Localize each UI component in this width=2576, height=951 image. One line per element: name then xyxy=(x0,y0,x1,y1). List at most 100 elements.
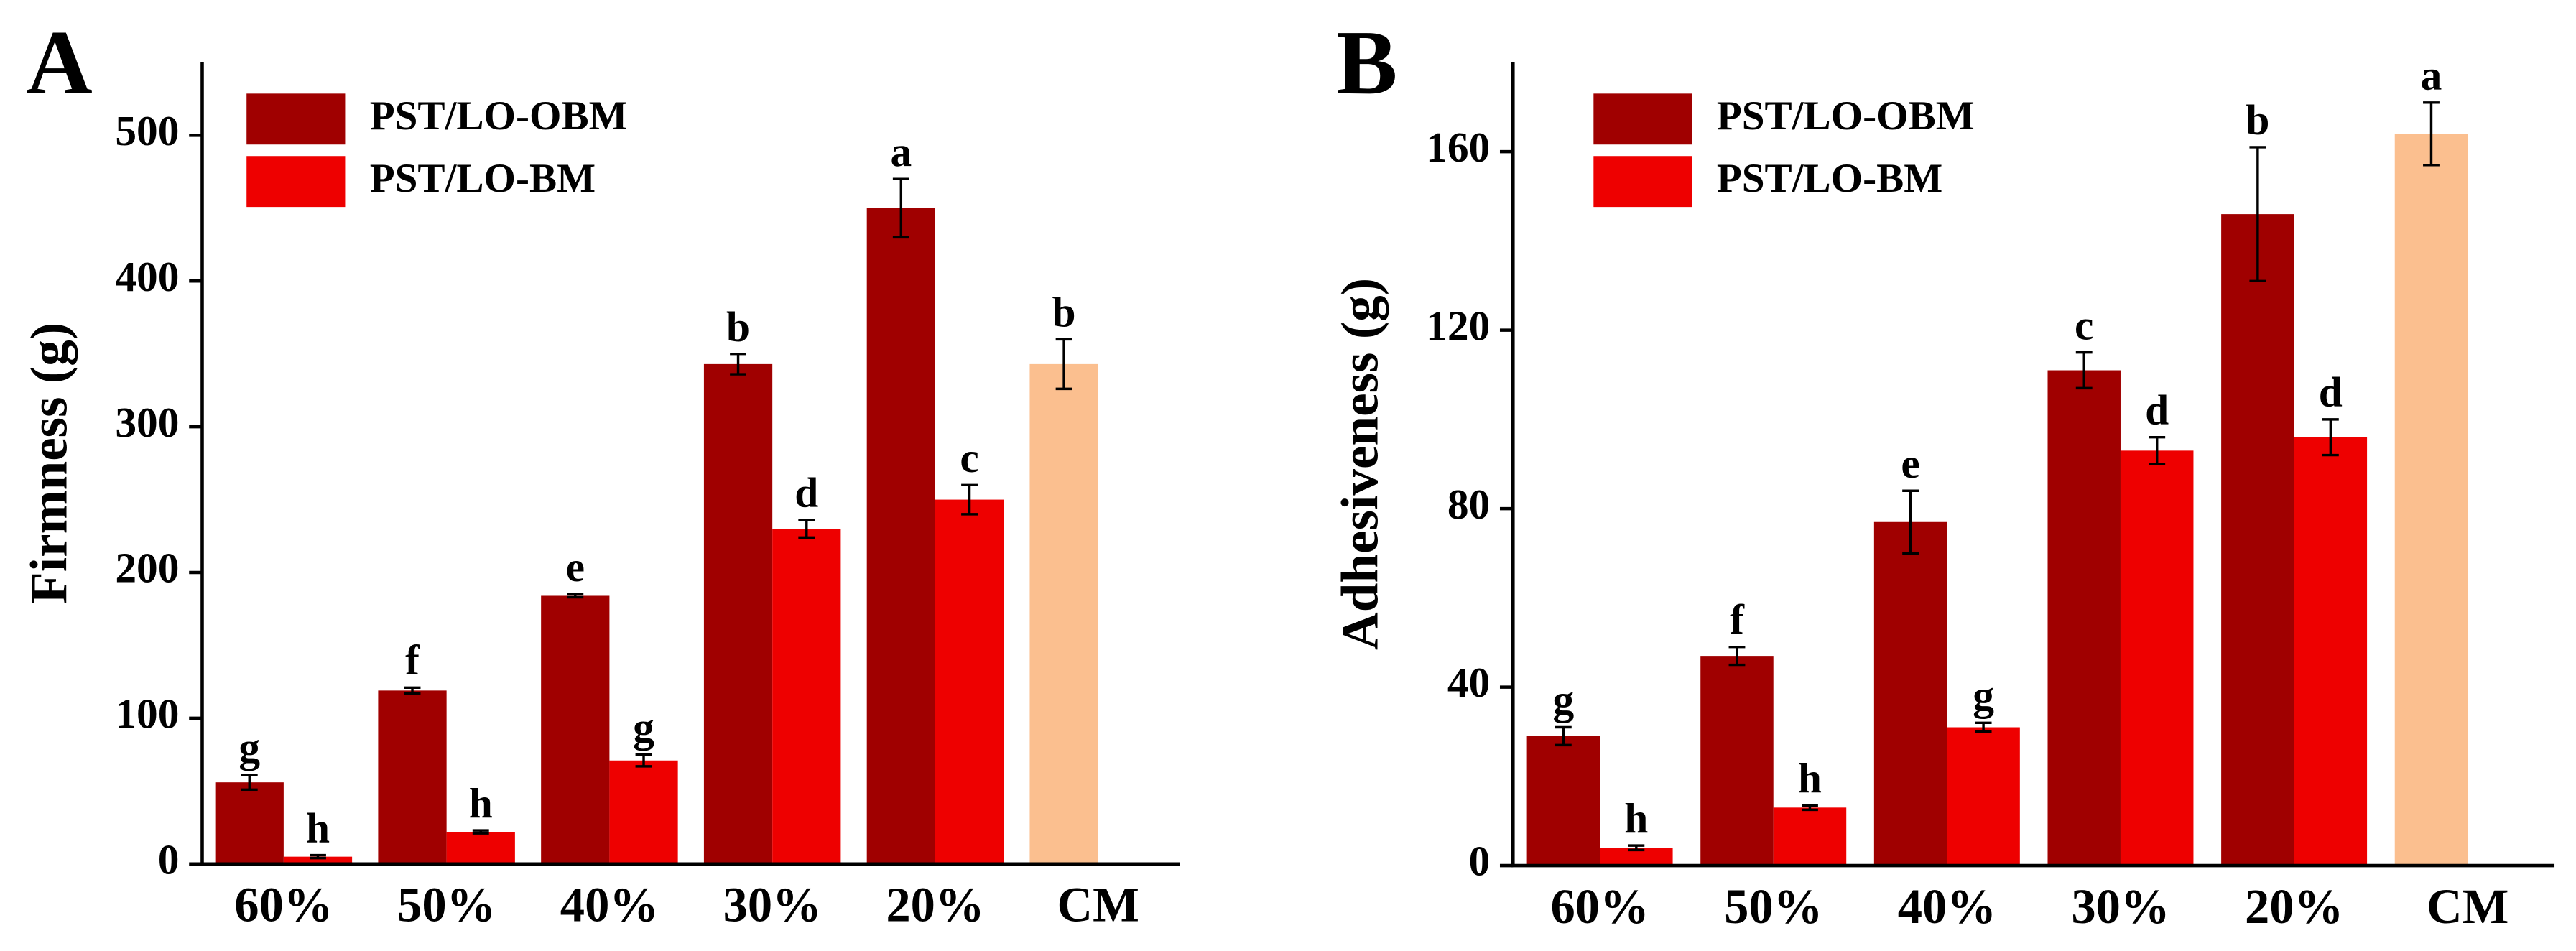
significance-label: d xyxy=(794,469,818,516)
bar xyxy=(1029,363,1098,864)
significance-label: f xyxy=(1730,595,1745,643)
bar xyxy=(772,529,841,864)
bar xyxy=(1947,727,2020,866)
legend-swatch xyxy=(246,93,346,145)
error-bar xyxy=(961,483,978,516)
y-axis-label: Firmness (g) xyxy=(19,323,78,604)
bar xyxy=(703,363,773,864)
significance-label: b xyxy=(726,302,750,350)
y-tick-label: 400 xyxy=(115,253,179,300)
bar xyxy=(1773,807,1847,866)
bar xyxy=(378,690,447,864)
bar xyxy=(935,499,1004,864)
error-bar xyxy=(730,352,746,376)
y-axis-label: Adhesiveness (g) xyxy=(1330,278,1389,650)
x-tick-label: 30% xyxy=(723,878,822,932)
error-bar xyxy=(1975,721,1992,733)
error-bar xyxy=(1902,489,1919,555)
error-bar xyxy=(472,829,489,835)
y-tick-label: 500 xyxy=(115,107,179,154)
x-tick-label: 60% xyxy=(1550,879,1649,934)
y-tick-label: 0 xyxy=(1469,838,1491,885)
x-tick-label: 20% xyxy=(2245,879,2343,934)
x-tick-label: CM xyxy=(2427,879,2508,934)
bar xyxy=(2047,370,2121,866)
bar xyxy=(1873,521,1947,866)
bar xyxy=(2120,450,2194,866)
significance-label: g xyxy=(1973,672,1994,719)
significance-label: d xyxy=(2319,368,2343,415)
error-bar xyxy=(798,519,815,539)
bar xyxy=(2221,214,2294,866)
y-tick-label: 40 xyxy=(1447,659,1490,706)
significance-label: e xyxy=(1901,440,1919,487)
bar xyxy=(541,595,610,864)
y-tick-label: 200 xyxy=(115,544,179,592)
y-tick-label: 100 xyxy=(115,690,179,738)
significance-label: g xyxy=(238,724,260,771)
x-tick-label: 50% xyxy=(397,878,496,932)
significance-label: b xyxy=(2246,96,2269,144)
error-bar xyxy=(404,686,421,695)
y-tick-label: 80 xyxy=(1447,481,1490,528)
axes xyxy=(1511,62,2555,868)
error-bar xyxy=(567,593,584,599)
bar xyxy=(866,208,935,864)
x-tick-label: 60% xyxy=(234,878,333,932)
significance-label: f xyxy=(405,636,420,684)
bar xyxy=(1700,656,1774,866)
bar xyxy=(446,832,515,864)
error-bar xyxy=(635,753,652,768)
x-tick-label: 50% xyxy=(1724,879,1822,934)
legend-swatch xyxy=(1593,93,1692,145)
significance-label: h xyxy=(469,779,493,827)
y-tick-label: 0 xyxy=(158,835,180,883)
significance-label: h xyxy=(1798,754,1822,802)
bar xyxy=(2394,134,2468,866)
error-bar xyxy=(892,177,909,239)
y-tick-label: 300 xyxy=(115,399,179,446)
legend-label: PST/LO-BM xyxy=(370,156,596,201)
significance-label: c xyxy=(2075,301,2093,348)
legend-label: PST/LO-OBM xyxy=(1717,93,1975,139)
legend-label: PST/LO-OBM xyxy=(370,93,628,139)
bar xyxy=(609,760,678,864)
error-bar xyxy=(1555,725,1572,747)
legend-label: PST/LO-BM xyxy=(1717,156,1942,201)
y-tick-label: 160 xyxy=(1426,124,1490,171)
significance-label: h xyxy=(1624,794,1648,842)
significance-label: h xyxy=(306,804,330,851)
error-bar xyxy=(1728,645,1746,667)
error-bar xyxy=(2075,351,2093,390)
x-tick-label: CM xyxy=(1057,878,1139,932)
y-tick-label: 120 xyxy=(1426,302,1490,349)
significance-label: g xyxy=(1552,676,1574,723)
bar xyxy=(283,856,353,864)
bar xyxy=(2294,437,2368,866)
x-tick-label: 30% xyxy=(2071,879,2169,934)
significance-label: b xyxy=(1052,288,1076,335)
error-bar xyxy=(2322,418,2339,457)
legend-swatch xyxy=(1593,156,1692,208)
significance-label: d xyxy=(2145,386,2169,433)
legend-swatch xyxy=(246,156,346,208)
axes xyxy=(200,62,1180,866)
bar xyxy=(215,782,284,864)
significance-label: g xyxy=(633,703,654,751)
error-bar xyxy=(1628,844,1645,852)
significance-label: a xyxy=(890,128,912,175)
x-tick-label: 20% xyxy=(886,878,984,932)
significance-label: a xyxy=(2421,51,2442,98)
panel-label: A xyxy=(26,11,92,113)
x-tick-label: 40% xyxy=(560,878,659,932)
error-bar xyxy=(310,853,326,860)
error-bar xyxy=(2423,101,2440,167)
error-bar xyxy=(241,774,258,792)
error-bar xyxy=(1802,804,1818,812)
x-tick-label: 40% xyxy=(1898,879,1996,934)
error-bar xyxy=(2149,436,2166,465)
error-bar xyxy=(1055,338,1072,391)
bar xyxy=(1526,736,1600,866)
